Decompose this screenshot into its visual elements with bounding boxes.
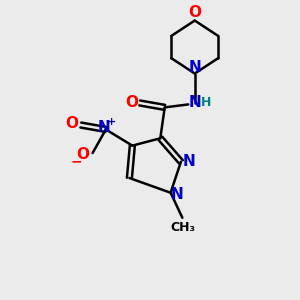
Text: N: N [171,187,184,202]
Text: O: O [77,147,90,162]
Text: N: N [188,95,201,110]
Text: −: − [70,155,82,169]
Text: N: N [98,121,111,136]
Text: O: O [125,95,138,110]
Text: +: + [107,117,116,127]
Text: N: N [188,60,201,75]
Text: O: O [188,5,201,20]
Text: H: H [201,97,211,110]
Text: O: O [65,116,79,131]
Text: CH₃: CH₃ [170,221,195,234]
Text: N: N [183,154,196,169]
